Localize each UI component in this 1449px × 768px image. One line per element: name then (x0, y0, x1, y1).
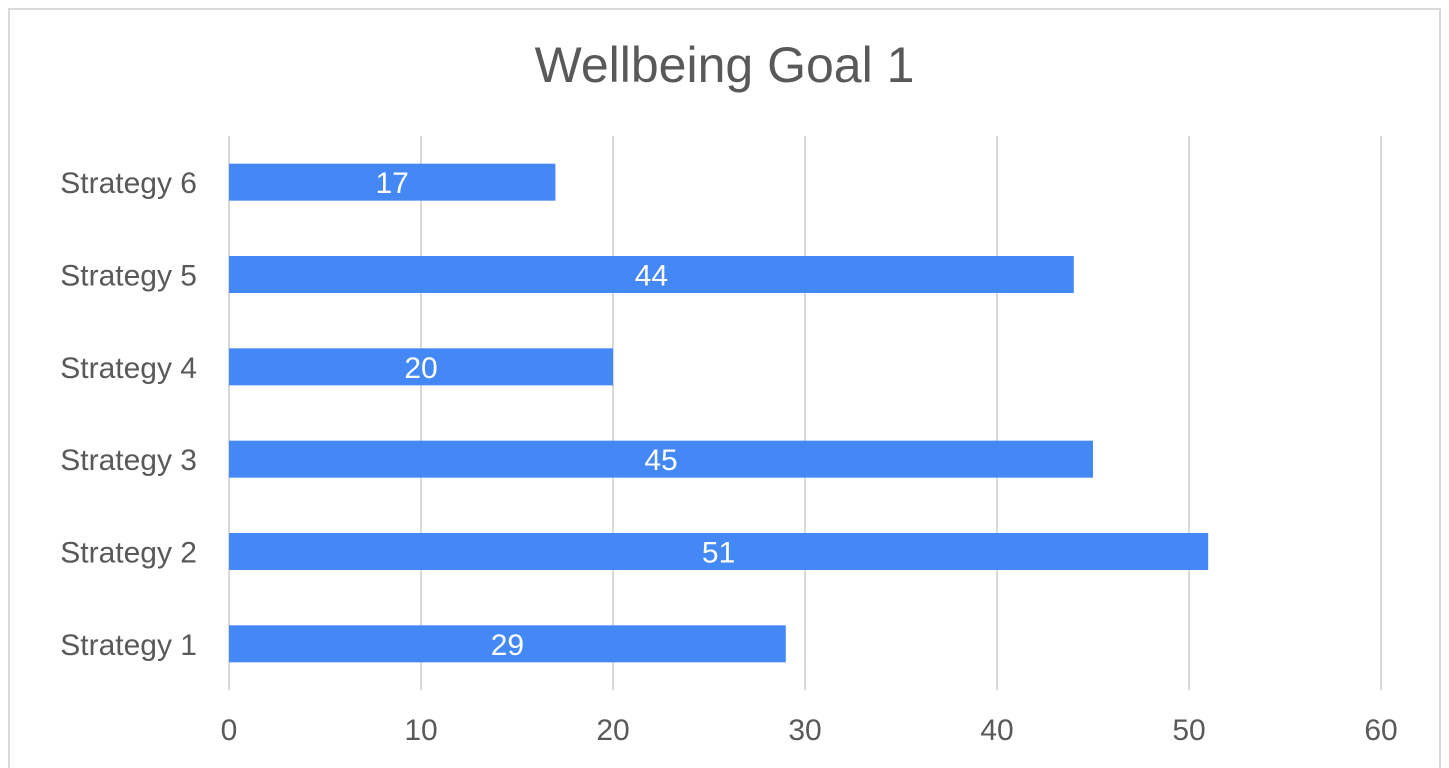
data-label: 51 (702, 537, 735, 570)
category-label: Strategy 4 (60, 352, 197, 385)
bar (229, 348, 613, 386)
category-label: Strategy 3 (60, 444, 197, 477)
x-tick-label: 60 (1364, 714, 1397, 747)
bar (229, 163, 556, 201)
bar (229, 440, 1093, 478)
data-label: 45 (644, 444, 677, 477)
x-tick-label: 40 (980, 714, 1013, 747)
data-label: 17 (376, 167, 409, 200)
x-tick-label: 30 (788, 714, 821, 747)
x-tick-label: 0 (221, 714, 238, 747)
category-label: Strategy 2 (60, 537, 197, 570)
category-label: Strategy 6 (60, 167, 197, 200)
data-label: 44 (635, 260, 668, 293)
bar (229, 533, 1209, 570)
category-label: Strategy 5 (60, 260, 197, 293)
chart-title: Wellbeing Goal 1 (534, 37, 915, 93)
x-tick-label: 50 (1172, 714, 1205, 747)
x-tick-label: 10 (404, 714, 437, 747)
x-tick-label: 20 (596, 714, 629, 747)
bar (229, 625, 786, 663)
category-label: Strategy 1 (60, 629, 197, 662)
bar (229, 256, 1074, 293)
data-label: 29 (491, 629, 524, 662)
data-label: 20 (404, 352, 437, 385)
